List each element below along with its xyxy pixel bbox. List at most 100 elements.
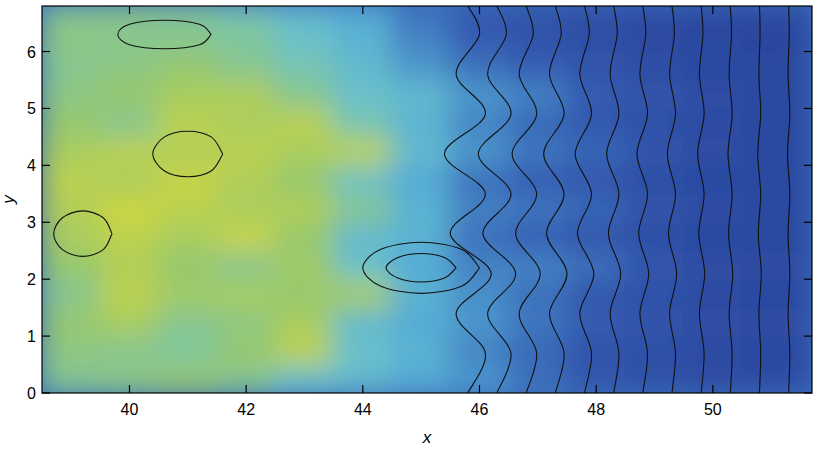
- heatmap-cell: [391, 193, 451, 223]
- heatmap-cell: [624, 79, 684, 109]
- heatmap-cell: [274, 307, 334, 337]
- heatmap-cell: [566, 6, 626, 24]
- heatmap-cell: [158, 193, 218, 223]
- heatmap-cell: [42, 107, 101, 137]
- heatmap-cell: [449, 364, 509, 393]
- x-tick-top: [712, 6, 713, 14]
- heatmap-cell: [566, 79, 626, 109]
- y-tick: [42, 108, 50, 109]
- contour-line: [54, 211, 112, 257]
- heatmap-cell: [741, 307, 812, 337]
- heatmap-cell: [42, 51, 101, 81]
- heatmap-cell: [216, 193, 276, 223]
- heatmap-cell: [508, 164, 568, 194]
- contour-line: [118, 20, 211, 48]
- heatmap-cell: [158, 335, 218, 365]
- heatmap-cell: [42, 6, 101, 24]
- heatmap-cell: [216, 6, 276, 24]
- heatmap-cell: [42, 221, 101, 251]
- y-tick-right: [804, 51, 812, 52]
- x-tick-label: 48: [587, 401, 605, 418]
- heatmap-cell: [508, 136, 568, 166]
- heatmap-cell: [624, 51, 684, 81]
- x-tick-label: 42: [237, 401, 255, 418]
- contour-line: [758, 6, 762, 393]
- contour-line: [544, 6, 567, 393]
- heatmap-cell: [508, 364, 568, 393]
- contour-line: [788, 6, 790, 393]
- x-tick-label: 40: [121, 401, 139, 418]
- heatmap-cell: [391, 335, 451, 365]
- contour-line: [363, 242, 480, 293]
- heatmap-cell: [333, 79, 393, 109]
- heatmap-cell: [274, 278, 334, 308]
- heatmap-cell: [216, 221, 276, 251]
- heatmap-cell: [391, 136, 451, 166]
- heatmap-cell: [216, 164, 276, 194]
- heatmap-cell: [566, 193, 626, 223]
- heatmap-cell: [683, 136, 743, 166]
- heatmap-cell: [42, 335, 101, 365]
- y-tick-right: [804, 392, 812, 393]
- plot-background: [42, 6, 812, 393]
- heatmap-cell: [158, 250, 218, 280]
- x-axis-title: x: [422, 428, 432, 447]
- heatmap-cell: [741, 136, 812, 166]
- heatmap-cell: [683, 22, 743, 52]
- y-tick: [42, 279, 50, 280]
- x-tick: [246, 385, 247, 393]
- heatmap-cell: [508, 221, 568, 251]
- heatmap-cell: [216, 335, 276, 365]
- heatmap-cell: [508, 22, 568, 52]
- heatmap-cell: [333, 136, 393, 166]
- y-axis-title: y: [0, 194, 18, 205]
- y-tick-label: 1: [27, 328, 36, 345]
- heatmap-cell: [216, 250, 276, 280]
- y-tick: [42, 165, 50, 166]
- x-tick: [596, 385, 597, 393]
- heatmap-cell: [508, 79, 568, 109]
- heatmap-cell: [42, 193, 101, 223]
- heatmap-cell: [333, 221, 393, 251]
- heatmap-cell: [42, 22, 101, 52]
- heatmap-cell: [99, 164, 159, 194]
- heatmap-cell: [99, 136, 159, 166]
- heatmap-cell: [683, 278, 743, 308]
- heatmap-cell: [741, 164, 812, 194]
- x-tick-top: [246, 6, 247, 14]
- heatmap-cell: [274, 335, 334, 365]
- heatmap-cell: [741, 250, 812, 280]
- heatmap-cell: [158, 307, 218, 337]
- y-tick-label: 2: [27, 271, 36, 288]
- heatmap-cell: [391, 250, 451, 280]
- heatmap-cell: [566, 250, 626, 280]
- y-tick-right: [804, 108, 812, 109]
- x-tick-top: [362, 6, 363, 14]
- heatmap-cell: [449, 335, 509, 365]
- heatmap-cell: [333, 6, 393, 24]
- heatmap-cell: [333, 107, 393, 137]
- heatmap-cell: [391, 107, 451, 137]
- heatmap-cell: [391, 164, 451, 194]
- heatmap-cell: [683, 164, 743, 194]
- heatmap-cell: [683, 107, 743, 137]
- contour-lines: [54, 6, 790, 393]
- heatmap-cell: [741, 22, 812, 52]
- heatmap-cell: [333, 193, 393, 223]
- heatmap-cell: [566, 51, 626, 81]
- heatmap-cell: [216, 307, 276, 337]
- x-tick: [129, 385, 130, 393]
- y-tick: [42, 51, 50, 52]
- heatmap-cell: [683, 193, 743, 223]
- heatmap-cell: [333, 335, 393, 365]
- heatmap-cell: [274, 51, 334, 81]
- contour-line: [698, 6, 705, 393]
- heatmap-cell: [99, 335, 159, 365]
- y-tick-label: 6: [27, 44, 36, 61]
- heatmap-cell: [624, 22, 684, 52]
- heatmap-cell: [99, 193, 159, 223]
- heatmap-cell: [683, 51, 743, 81]
- x-tick: [479, 385, 480, 393]
- heatmap-cell: [42, 136, 101, 166]
- heatmap-cell: [508, 6, 568, 24]
